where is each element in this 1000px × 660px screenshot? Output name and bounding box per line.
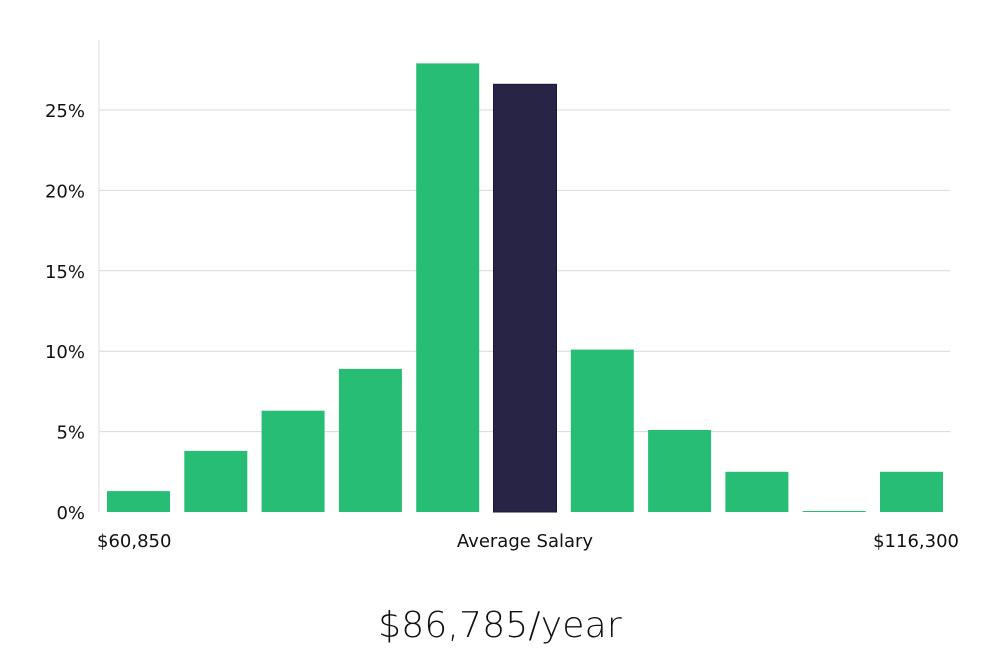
y-tick-label: 5% [56,423,85,444]
x-label-average: Average Salary [457,531,594,552]
bar [261,410,325,512]
bar [184,450,248,512]
bar [107,491,170,512]
bar-average-salary [493,83,557,513]
bar [880,471,943,512]
y-tick-label: 10% [45,342,85,363]
x-label-min: $60,850 [97,531,171,552]
bar [648,430,712,512]
bar [725,471,789,512]
y-tick-label: 20% [45,181,85,202]
bar [416,63,480,513]
salary-histogram: 0%5%10%15%20%25% $60,850 Average Salary … [45,40,959,552]
bar [802,511,866,512]
y-tick-labels: 0% 5% 10% 15% 20% 25% [45,101,85,524]
bar [338,368,402,512]
y-tick-label: 15% [45,262,85,283]
x-label-max: $116,300 [873,531,959,552]
bar [570,349,634,512]
y-tick-label: 0% [56,503,85,524]
average-salary-value: $86,785/year [378,605,622,646]
bars [107,63,943,513]
y-tick-label: 25% [45,101,85,122]
